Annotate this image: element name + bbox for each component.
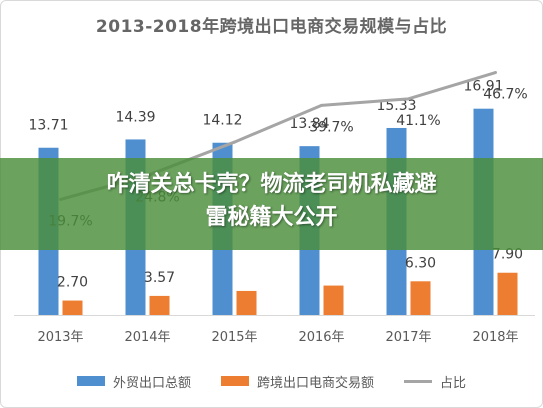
data-label-share: 39.7% — [309, 119, 353, 135]
caption-overlay: 咋清关总卡壳？物流老司机私藏避 雷秘籍大公开 — [0, 168, 543, 234]
x-tick-label: 2015年 — [211, 330, 257, 345]
chart-title: 2013-2018年跨境出口电商交易规模与占比 — [95, 17, 448, 37]
data-label-export-total: 14.12 — [202, 113, 242, 129]
share-point — [320, 103, 323, 107]
caption-overlay-band — [0, 158, 543, 250]
data-label-ecommerce: 3.57 — [144, 270, 175, 286]
share-point — [233, 140, 236, 144]
share-point — [407, 97, 410, 101]
x-tick-label: 2013年 — [37, 330, 83, 345]
data-label-export-total: 14.39 — [115, 109, 155, 125]
legend-label: 跨境出口电商交易额 — [256, 375, 374, 391]
data-label-share: 46.7% — [483, 87, 527, 103]
caption-line-2: 雷秘籍大公开 — [205, 205, 338, 230]
bar-ecommerce — [410, 281, 431, 315]
legend-swatch-gray — [404, 379, 432, 383]
x-tick-label: 2014年 — [124, 330, 170, 345]
data-label-export-total: 16.91 — [463, 79, 503, 95]
legend-swatch-blue — [76, 376, 105, 386]
legend-item-export-total: 外贸出口总额 — [76, 372, 191, 391]
legend-item-share: 占比 — [404, 372, 466, 391]
x-tick-label: 2018年 — [472, 330, 518, 345]
bar-ecommerce — [236, 290, 257, 315]
x-tick-label: 2017年 — [385, 330, 431, 345]
legend-item-ecommerce: 跨境出口电商交易额 — [220, 372, 374, 391]
chart-legend: 外贸出口总额 跨境出口电商交易额 占比 — [0, 371, 543, 391]
x-tick-label: 2016年 — [298, 330, 344, 345]
data-label-export-total: 13.71 — [28, 118, 68, 134]
data-label-ecommerce: 6.30 — [405, 255, 436, 271]
legend-label: 占比 — [440, 375, 467, 391]
legend-swatch-orange — [220, 376, 249, 386]
data-label-share: 41.1% — [396, 113, 440, 129]
bar-ecommerce — [497, 272, 518, 315]
bar-ecommerce — [62, 300, 83, 315]
caption-line-1: 咋清关总卡壳？物流老司机私藏避 — [106, 172, 437, 197]
data-label-export-total: 13.84 — [289, 116, 329, 132]
bar-ecommerce — [149, 295, 170, 315]
bar-ecommerce — [323, 285, 344, 315]
data-label-ecommerce: 7.90 — [492, 247, 523, 263]
legend-label: 外贸出口总额 — [112, 375, 191, 391]
data-label-ecommerce: 2.70 — [57, 275, 88, 291]
share-point — [494, 71, 497, 75]
